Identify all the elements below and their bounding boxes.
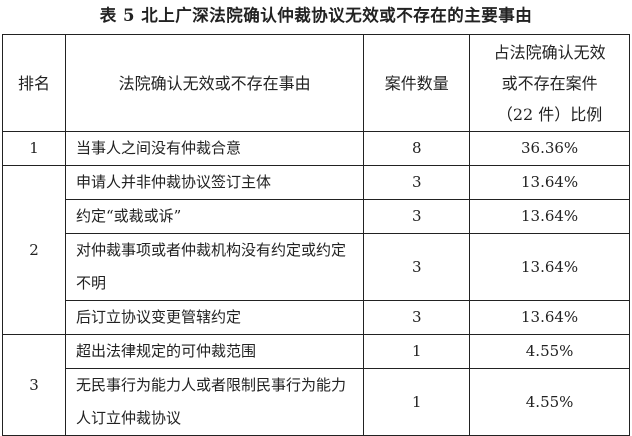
ratio-cell: 13.64% xyxy=(469,199,630,234)
table-row: 约定“或裁或诉” 3 13.64% xyxy=(3,199,630,234)
table-title: 表 5 北上广深法院确认仲裁协议无效或不存在的主要事由 xyxy=(99,6,533,25)
table-row: 无民事行为能力人或者限制民事行为能力人订立仲裁协议 1 4.55% xyxy=(3,368,630,436)
reason-cell: 申请人并非仲裁协议签订主体 xyxy=(64,165,365,200)
header-ratio-line: 占法院确认无效 xyxy=(493,42,606,62)
count-cell: 1 xyxy=(363,368,471,436)
ratio-cell: 13.64% xyxy=(469,300,630,335)
reason-cell: 对仲裁事项或者仲裁机构没有约定或约定不明 xyxy=(64,233,365,301)
count-cell: 3 xyxy=(363,165,471,200)
reason-cell: 约定“或裁或诉” xyxy=(64,199,365,234)
ratio-cell: 13.64% xyxy=(469,165,630,200)
ratio-cell: 36.36% xyxy=(469,131,630,166)
header-ratio-line: （22 件）比例 xyxy=(496,104,603,124)
count-cell: 3 xyxy=(363,199,471,234)
count-cell: 8 xyxy=(363,131,471,166)
reason-cell: 超出法律规定的可仲裁范围 xyxy=(64,334,365,369)
header-row: 排名 法院确认无效或不存在事由 案件数量 占法院确认无效 或不存在案件 （22 … xyxy=(2,34,630,132)
table-row: 3 超出法律规定的可仲裁范围 1 4.55% xyxy=(2,334,630,436)
table-row: 1 当事人之间没有仲裁合意 8 36.36% xyxy=(2,131,630,166)
reason-cell: 后订立协议变更管辖约定 xyxy=(64,300,365,335)
header-rank: 排名 xyxy=(2,34,66,132)
count-cell: 3 xyxy=(363,300,471,335)
header-ratio: 占法院确认无效 或不存在案件 （22 件）比例 xyxy=(469,34,630,132)
rank-cell: 3 xyxy=(2,334,66,436)
ratio-cell: 4.55% xyxy=(469,368,630,436)
table-row: 后订立协议变更管辖约定 3 13.64% xyxy=(3,300,630,335)
count-cell: 1 xyxy=(363,334,471,369)
header-reason: 法院确认无效或不存在事由 xyxy=(64,34,365,132)
table-row: 2 申请人并非仲裁协议签订主体 3 13.64% xyxy=(2,165,630,335)
reason-cell: 当事人之间没有仲裁合意 xyxy=(64,131,365,166)
header-count: 案件数量 xyxy=(363,34,471,132)
rank-cell: 2 xyxy=(2,165,66,335)
table-row: 对仲裁事项或者仲裁机构没有约定或约定不明 3 13.64% xyxy=(3,233,630,301)
reason-cell: 无民事行为能力人或者限制民事行为能力人订立仲裁协议 xyxy=(64,368,365,436)
count-cell: 3 xyxy=(363,233,471,301)
header-ratio-line: 或不存在案件 xyxy=(501,73,598,93)
ratio-cell: 4.55% xyxy=(469,334,630,369)
ratio-cell: 13.64% xyxy=(469,233,630,301)
rank-cell: 1 xyxy=(2,131,66,166)
reasons-table: 排名 法院确认无效或不存在事由 案件数量 占法院确认无效 或不存在案件 （22 … xyxy=(2,34,630,436)
